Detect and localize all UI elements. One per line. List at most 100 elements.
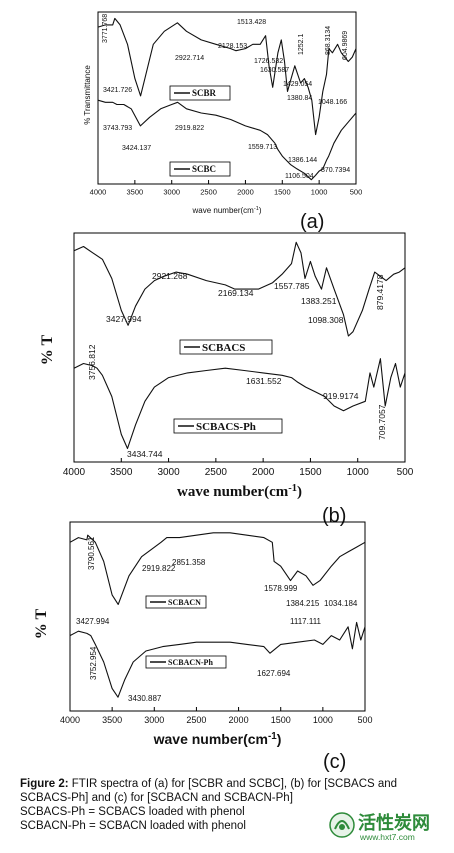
- series-line-scbc: [97, 99, 357, 181]
- plot-frame: [97, 11, 357, 185]
- caption-text: FTIR spectra of (a) for [SCBR and SCBC],…: [20, 778, 398, 804]
- legend-label: SCBACN-Ph: [168, 658, 213, 667]
- peak-label: 3790.561: [87, 536, 96, 570]
- plot-frame: [69, 521, 366, 712]
- peak-label: 2169.134: [218, 288, 254, 298]
- peak-label: 604.9869: [342, 31, 349, 60]
- series-line-scbacs-ph: [73, 358, 406, 450]
- peak-label: 3434.744: [127, 449, 163, 459]
- x-tick-label: 2500: [186, 715, 206, 725]
- peak-label: 3743.793: [103, 125, 132, 132]
- peak-label: 1559.713: [248, 144, 277, 151]
- peak-label: 3771.768: [102, 14, 109, 43]
- x-tick-label: 4000: [60, 715, 80, 725]
- peak-label: 3430.887: [128, 694, 162, 703]
- caption-note-scbacn: SCBACN-Ph = SCBACN loaded with phenol: [20, 820, 246, 832]
- watermark-url: www.hxt7.com: [360, 832, 415, 842]
- legend-box: [145, 595, 207, 609]
- series-line-scbr: [97, 17, 357, 136]
- peak-label: 709.7057: [377, 404, 387, 440]
- peak-label: 2851.358: [172, 558, 206, 567]
- peak-label: 1252.1: [298, 33, 305, 55]
- peak-label: 1034.184: [324, 599, 358, 608]
- caption-note-scbacs: SCBACS-Ph = SCBACS loaded with phenol: [20, 806, 245, 818]
- x-tick-label: 1000: [311, 188, 328, 197]
- x-tick-label: 2000: [229, 715, 249, 725]
- panel-label: (a): [300, 211, 324, 233]
- peak-label: 1429.054: [283, 81, 312, 88]
- x-axis-label: wave number(cm-1): [177, 483, 302, 501]
- peak-label: 2919.822: [175, 125, 204, 132]
- series-line-scbacs: [73, 241, 406, 337]
- peak-label: 2922.714: [175, 55, 204, 62]
- peak-label: 1557.785: [274, 281, 310, 291]
- series-line-scbacn-ph: [69, 621, 366, 698]
- peak-label: 870.7394: [321, 167, 350, 174]
- chart-panel-2: 4000 3500 3000 2500 2000 1500 1000 500 wave numb…: [33, 521, 373, 773]
- x-tick-label: 1500: [299, 467, 322, 478]
- x-tick-label: 2500: [205, 467, 228, 478]
- x-axis-label: wave number(cm-1): [153, 731, 282, 748]
- x-tick-label: 500: [350, 188, 363, 197]
- peak-label: 1386.144: [288, 157, 317, 164]
- panel-label: (c): [323, 751, 346, 773]
- x-tick-label: 500: [357, 715, 372, 725]
- peak-label: 1627.694: [257, 669, 291, 678]
- panel-label: (b): [322, 505, 346, 527]
- peak-label: 3421.726: [103, 87, 132, 94]
- x-tick-label: 1500: [271, 715, 291, 725]
- legend-box: [169, 161, 231, 177]
- peak-label: 1630.587: [260, 67, 289, 74]
- chart-panel-0: 4000 3500 3000 2500 2000 1500 1000 500 wave numb…: [83, 11, 363, 233]
- peak-label: 1117.111: [290, 617, 322, 626]
- x-tick-label: 1500: [274, 188, 291, 197]
- peak-label: 2128.153: [218, 43, 247, 50]
- peak-label: 1380.84: [287, 95, 312, 102]
- figure-caption: Figure 2: FTIR spectra of (a) for [SCBR …: [20, 778, 450, 805]
- caption-label: Figure 2:: [20, 778, 69, 790]
- x-tick-label: 3500: [102, 715, 122, 725]
- x-tick-label: 3000: [163, 188, 180, 197]
- legend-label: SCBC: [192, 164, 216, 174]
- peak-label: 1106.504: [285, 173, 314, 180]
- peak-label: 2919.822: [142, 564, 176, 573]
- x-tick-label: 2000: [252, 467, 275, 478]
- peak-label: 3424.137: [122, 145, 151, 152]
- x-tick-label: 2000: [237, 188, 254, 197]
- legend-box: [173, 418, 283, 434]
- x-tick-label: 3000: [157, 467, 180, 478]
- legend-label: SCBR: [192, 88, 217, 98]
- x-tick-label: 2500: [200, 188, 217, 197]
- peak-label: 3752.954: [89, 646, 98, 680]
- peak-label: 1631.552: [246, 376, 282, 386]
- peak-label: 2921.268: [152, 271, 188, 281]
- legend-box: [145, 655, 227, 669]
- peak-label: 3427.994: [76, 617, 110, 626]
- peak-label: 868.3134: [325, 26, 332, 55]
- watermark-logo: 活性炭网 www.hxt7.com: [326, 807, 446, 847]
- series-line-scbacn: [69, 532, 366, 605]
- x-tick-label: 500: [397, 467, 414, 478]
- y-axis-label: % T: [39, 334, 56, 365]
- legend-box: [169, 85, 231, 101]
- peak-label: 3427.994: [106, 314, 142, 324]
- plot-frame: [73, 232, 406, 463]
- peak-label: 1513.428: [237, 19, 266, 26]
- legend-box: [179, 339, 273, 355]
- peak-label: 1098.308: [308, 315, 344, 325]
- x-tick-label: 4000: [63, 467, 86, 478]
- x-tick-label: 1000: [347, 467, 370, 478]
- peak-label: 1383.251: [301, 296, 337, 306]
- x-tick-label: 3500: [127, 188, 144, 197]
- peak-label: 879.4178: [375, 274, 385, 310]
- y-axis-label: % Transmittance: [83, 65, 92, 125]
- peak-label: 1048.166: [318, 99, 347, 106]
- y-axis-label: % T: [33, 608, 50, 639]
- x-tick-label: 3000: [144, 715, 164, 725]
- legend-label: SCBACN: [168, 598, 201, 607]
- chart-panel-1: 4000 3500 3000 2500 2000 1500 1000 500 wave numb…: [39, 232, 414, 527]
- x-tick-label: 1000: [313, 715, 333, 725]
- legend-label: SCBACS: [202, 342, 245, 354]
- x-tick-label: 4000: [90, 188, 107, 197]
